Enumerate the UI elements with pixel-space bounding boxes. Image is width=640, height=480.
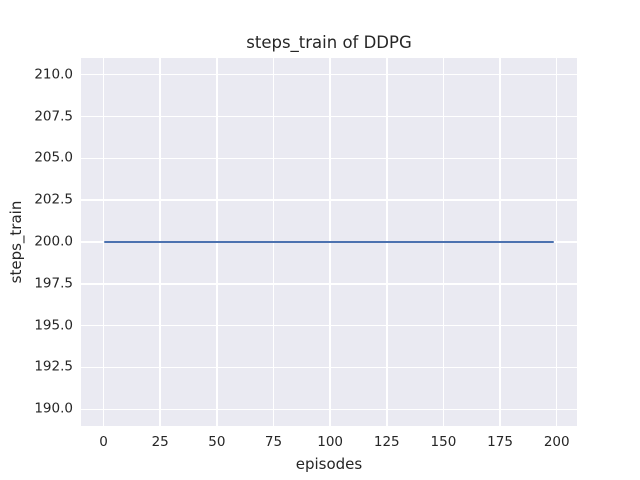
gridline-horizontal: [81, 366, 577, 369]
gridline-horizontal: [81, 115, 577, 118]
y-tick-label: 197.5: [34, 275, 73, 292]
plot-area: [81, 58, 577, 426]
x-tick-label: 100: [317, 434, 344, 450]
gridline-horizontal: [81, 157, 577, 160]
y-tick-label: 202.5: [34, 191, 73, 208]
gridline-horizontal: [81, 283, 577, 285]
series-line-steps_train: [103, 241, 555, 243]
y-tick-label: 195.0: [34, 316, 73, 333]
x-tick-label: 0: [99, 434, 108, 450]
y-tick-label: 190.0: [34, 400, 73, 417]
y-tick-label: 210.0: [34, 65, 73, 82]
y-tick-label: 192.5: [34, 358, 73, 375]
gridline-horizontal: [81, 324, 577, 327]
x-tick-label: 175: [487, 434, 513, 450]
y-tick-label: 200.0: [34, 233, 73, 250]
x-tick-label: 25: [151, 434, 169, 450]
y-axis-label: steps_train: [7, 200, 25, 284]
y-tick-label: 207.5: [34, 107, 73, 124]
gridline-horizontal: [81, 73, 577, 76]
chart-title: steps_train of DDPG: [246, 33, 412, 52]
gridline-horizontal: [81, 408, 577, 411]
x-tick-label: 150: [430, 434, 457, 450]
gridline-horizontal: [81, 199, 577, 201]
y-tick-label: 205.0: [34, 149, 73, 166]
x-tick-label: 200: [543, 434, 570, 450]
x-tick-label: 75: [264, 434, 283, 450]
x-axis-label: episodes: [295, 455, 363, 473]
x-tick-label: 125: [373, 434, 400, 450]
gridline-vertical: [555, 58, 558, 426]
x-tick-label: 50: [208, 434, 226, 450]
